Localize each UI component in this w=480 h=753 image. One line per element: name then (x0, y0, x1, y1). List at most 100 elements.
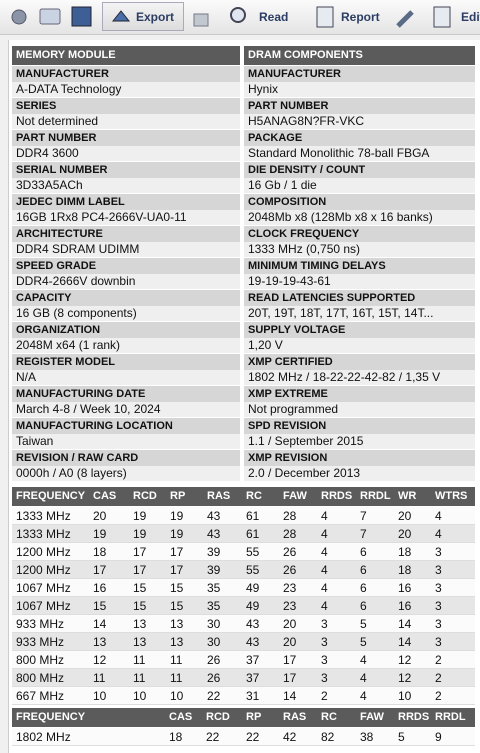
field-value: 20T, 19T, 18T, 17T, 16T, 15T, 14T... (244, 306, 475, 321)
table-cell: 3 (321, 617, 328, 631)
table-cell: 22 (207, 689, 221, 703)
table-row: 1333 MHz 20 19 19 43 61 28 4 7 20 4 (12, 507, 475, 525)
table-cell: 13 (170, 617, 184, 631)
field-value: DDR4-2666V downbin (12, 274, 240, 289)
section-header: MEMORY MODULE (12, 46, 240, 65)
table-cell: 55 (246, 563, 260, 577)
table-cell: 4 (360, 671, 367, 685)
table-cell: 3 (321, 653, 328, 667)
table-cell: 13 (133, 635, 147, 649)
table-row: 800 MHz 12 11 11 26 37 17 3 4 12 2 (12, 651, 475, 669)
open-icon[interactable] (39, 8, 61, 25)
lock-icon[interactable] (193, 13, 209, 27)
column-header: RRDS (321, 490, 353, 502)
table-cell: 49 (246, 599, 260, 613)
field-value: 2.0 / December 2013 (244, 466, 475, 481)
table-cell: 20 (398, 509, 412, 523)
table-cell: 4 (360, 653, 367, 667)
field-label: XMP CERTIFIED (244, 354, 475, 370)
table-cell: 4 (321, 509, 328, 523)
column-header: CAS (93, 490, 117, 502)
field-value: 1,20 V (244, 338, 475, 353)
table-cell: 2 (435, 671, 442, 685)
table-cell: 17 (283, 671, 297, 685)
toolbar-icons (11, 6, 451, 28)
table-cell: 19 (170, 509, 184, 523)
read-icon[interactable] (230, 7, 246, 23)
export-icon[interactable] (111, 7, 131, 27)
field-label: SUPPLY VOLTAGE (244, 322, 475, 338)
table-cell: 19 (133, 509, 147, 523)
table-cell: 39 (207, 545, 221, 559)
table-cell: 35 (207, 599, 221, 613)
field-value: Standard Monolithic 78-ball FBGA (244, 146, 475, 161)
table-cell: 26 (207, 671, 221, 685)
table-cell: 2 (321, 689, 328, 703)
export-button-frame[interactable] (102, 2, 184, 31)
column-header: WTRS (435, 490, 468, 502)
report-icon[interactable] (316, 6, 334, 28)
table-cell: 12 (93, 653, 107, 667)
table-cell: 42 (283, 730, 297, 744)
field-label: SERIES (12, 98, 240, 114)
table-cell: 22 (246, 730, 260, 744)
field-label: DIE DENSITY / COUNT (244, 162, 475, 178)
column-header: RC (246, 490, 262, 502)
table-cell: 16 (398, 581, 412, 595)
field-value: 19-19-19-43-61 (244, 274, 475, 289)
table-cell: 4 (321, 581, 328, 595)
field-label: CLOCK FREQUENCY (244, 226, 475, 242)
table-cell: 667 MHz (16, 689, 65, 703)
table-cell: 15 (133, 599, 147, 613)
table-cell: 4 (435, 509, 442, 523)
settings-icon[interactable] (11, 9, 27, 25)
field-value: 1.1 / September 2015 (244, 434, 475, 449)
table-cell: 800 MHz (16, 653, 65, 667)
table-cell: 3 (435, 617, 442, 631)
field-value: 2048Mb x8 (128Mb x8 x 16 banks) (244, 210, 475, 225)
table-cell: 4 (435, 527, 442, 541)
table-cell: 800 MHz (16, 671, 65, 685)
table-cell: 11 (170, 671, 183, 685)
table-row: 1802 MHz 18 22 22 42 82 38 5 9 (12, 728, 475, 746)
table-cell: 3 (321, 635, 328, 649)
table-cell: 13 (170, 635, 184, 649)
table-cell: 20 (398, 527, 412, 541)
table-cell: 9 (435, 730, 442, 744)
table-cell: 30 (207, 617, 221, 631)
table-cell: 15 (93, 599, 107, 613)
table-cell: 4 (321, 599, 328, 613)
field-value: Not determined (12, 114, 240, 129)
field-label: REVISION / RAW CARD (12, 450, 240, 466)
report-button[interactable]: Report (341, 10, 380, 24)
table-cell: 38 (360, 730, 374, 744)
field-value: 3D33A5ACh (12, 178, 240, 193)
field-label: MANUFACTURING LOCATION (12, 418, 240, 434)
field-label: PART NUMBER (12, 130, 240, 146)
column-header: RCD (133, 490, 157, 502)
read-button[interactable]: Read (259, 10, 289, 24)
table-cell: 10 (170, 689, 184, 703)
column-header: RAS (207, 490, 231, 502)
tools-icon[interactable] (396, 10, 414, 28)
table-cell: 18 (169, 730, 183, 744)
table-cell: 6 (360, 581, 367, 595)
edit-button[interactable]: Edit (461, 10, 480, 24)
table-cell: 17 (133, 545, 147, 559)
table-cell: 15 (133, 581, 147, 595)
table-cell: 13 (133, 617, 147, 631)
table-cell: 17 (133, 563, 147, 577)
table-cell: 4 (321, 545, 328, 559)
table-cell: 1067 MHz (16, 599, 71, 613)
save-icon[interactable] (71, 6, 92, 27)
table-cell: 26 (283, 563, 297, 577)
field-label: ORGANIZATION (12, 322, 240, 338)
export-button[interactable]: Export (136, 10, 175, 24)
table-cell: 11 (93, 671, 106, 685)
field-value: 1333 MHz (0,750 ns) (244, 242, 475, 257)
field-value: DDR4 SDRAM UDIMM (12, 242, 240, 257)
edit-icon[interactable] (433, 6, 451, 28)
field-label: ARCHITECTURE (12, 226, 240, 242)
table-cell: 6 (360, 545, 367, 559)
